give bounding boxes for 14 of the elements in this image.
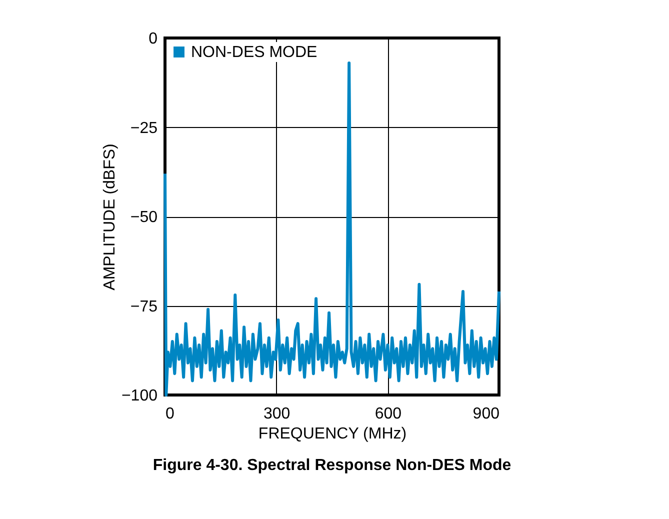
x-tick-label: 0	[166, 406, 174, 422]
y-tick-label: −100	[121, 388, 158, 404]
x-tick-label: 600	[374, 406, 402, 422]
line-series	[164, 61, 500, 396]
y-tick-label: −25	[130, 120, 158, 137]
x-axis-title: FREQUENCY (MHz)	[258, 426, 407, 442]
y-axis-title: AMPLITUDE (dBFS)	[101, 144, 118, 290]
y-tick-label: 0	[148, 30, 158, 48]
x-tick-label: 300	[263, 406, 290, 422]
x-tick-label: 900	[472, 406, 500, 422]
y-tick-label: −50	[130, 209, 158, 226]
legend-label: NON-DES MODE	[191, 44, 318, 61]
text: Figure 4-30. Spectral Response Non-DES Mode	[152, 457, 512, 474]
y-tick-label: −75	[130, 298, 158, 316]
